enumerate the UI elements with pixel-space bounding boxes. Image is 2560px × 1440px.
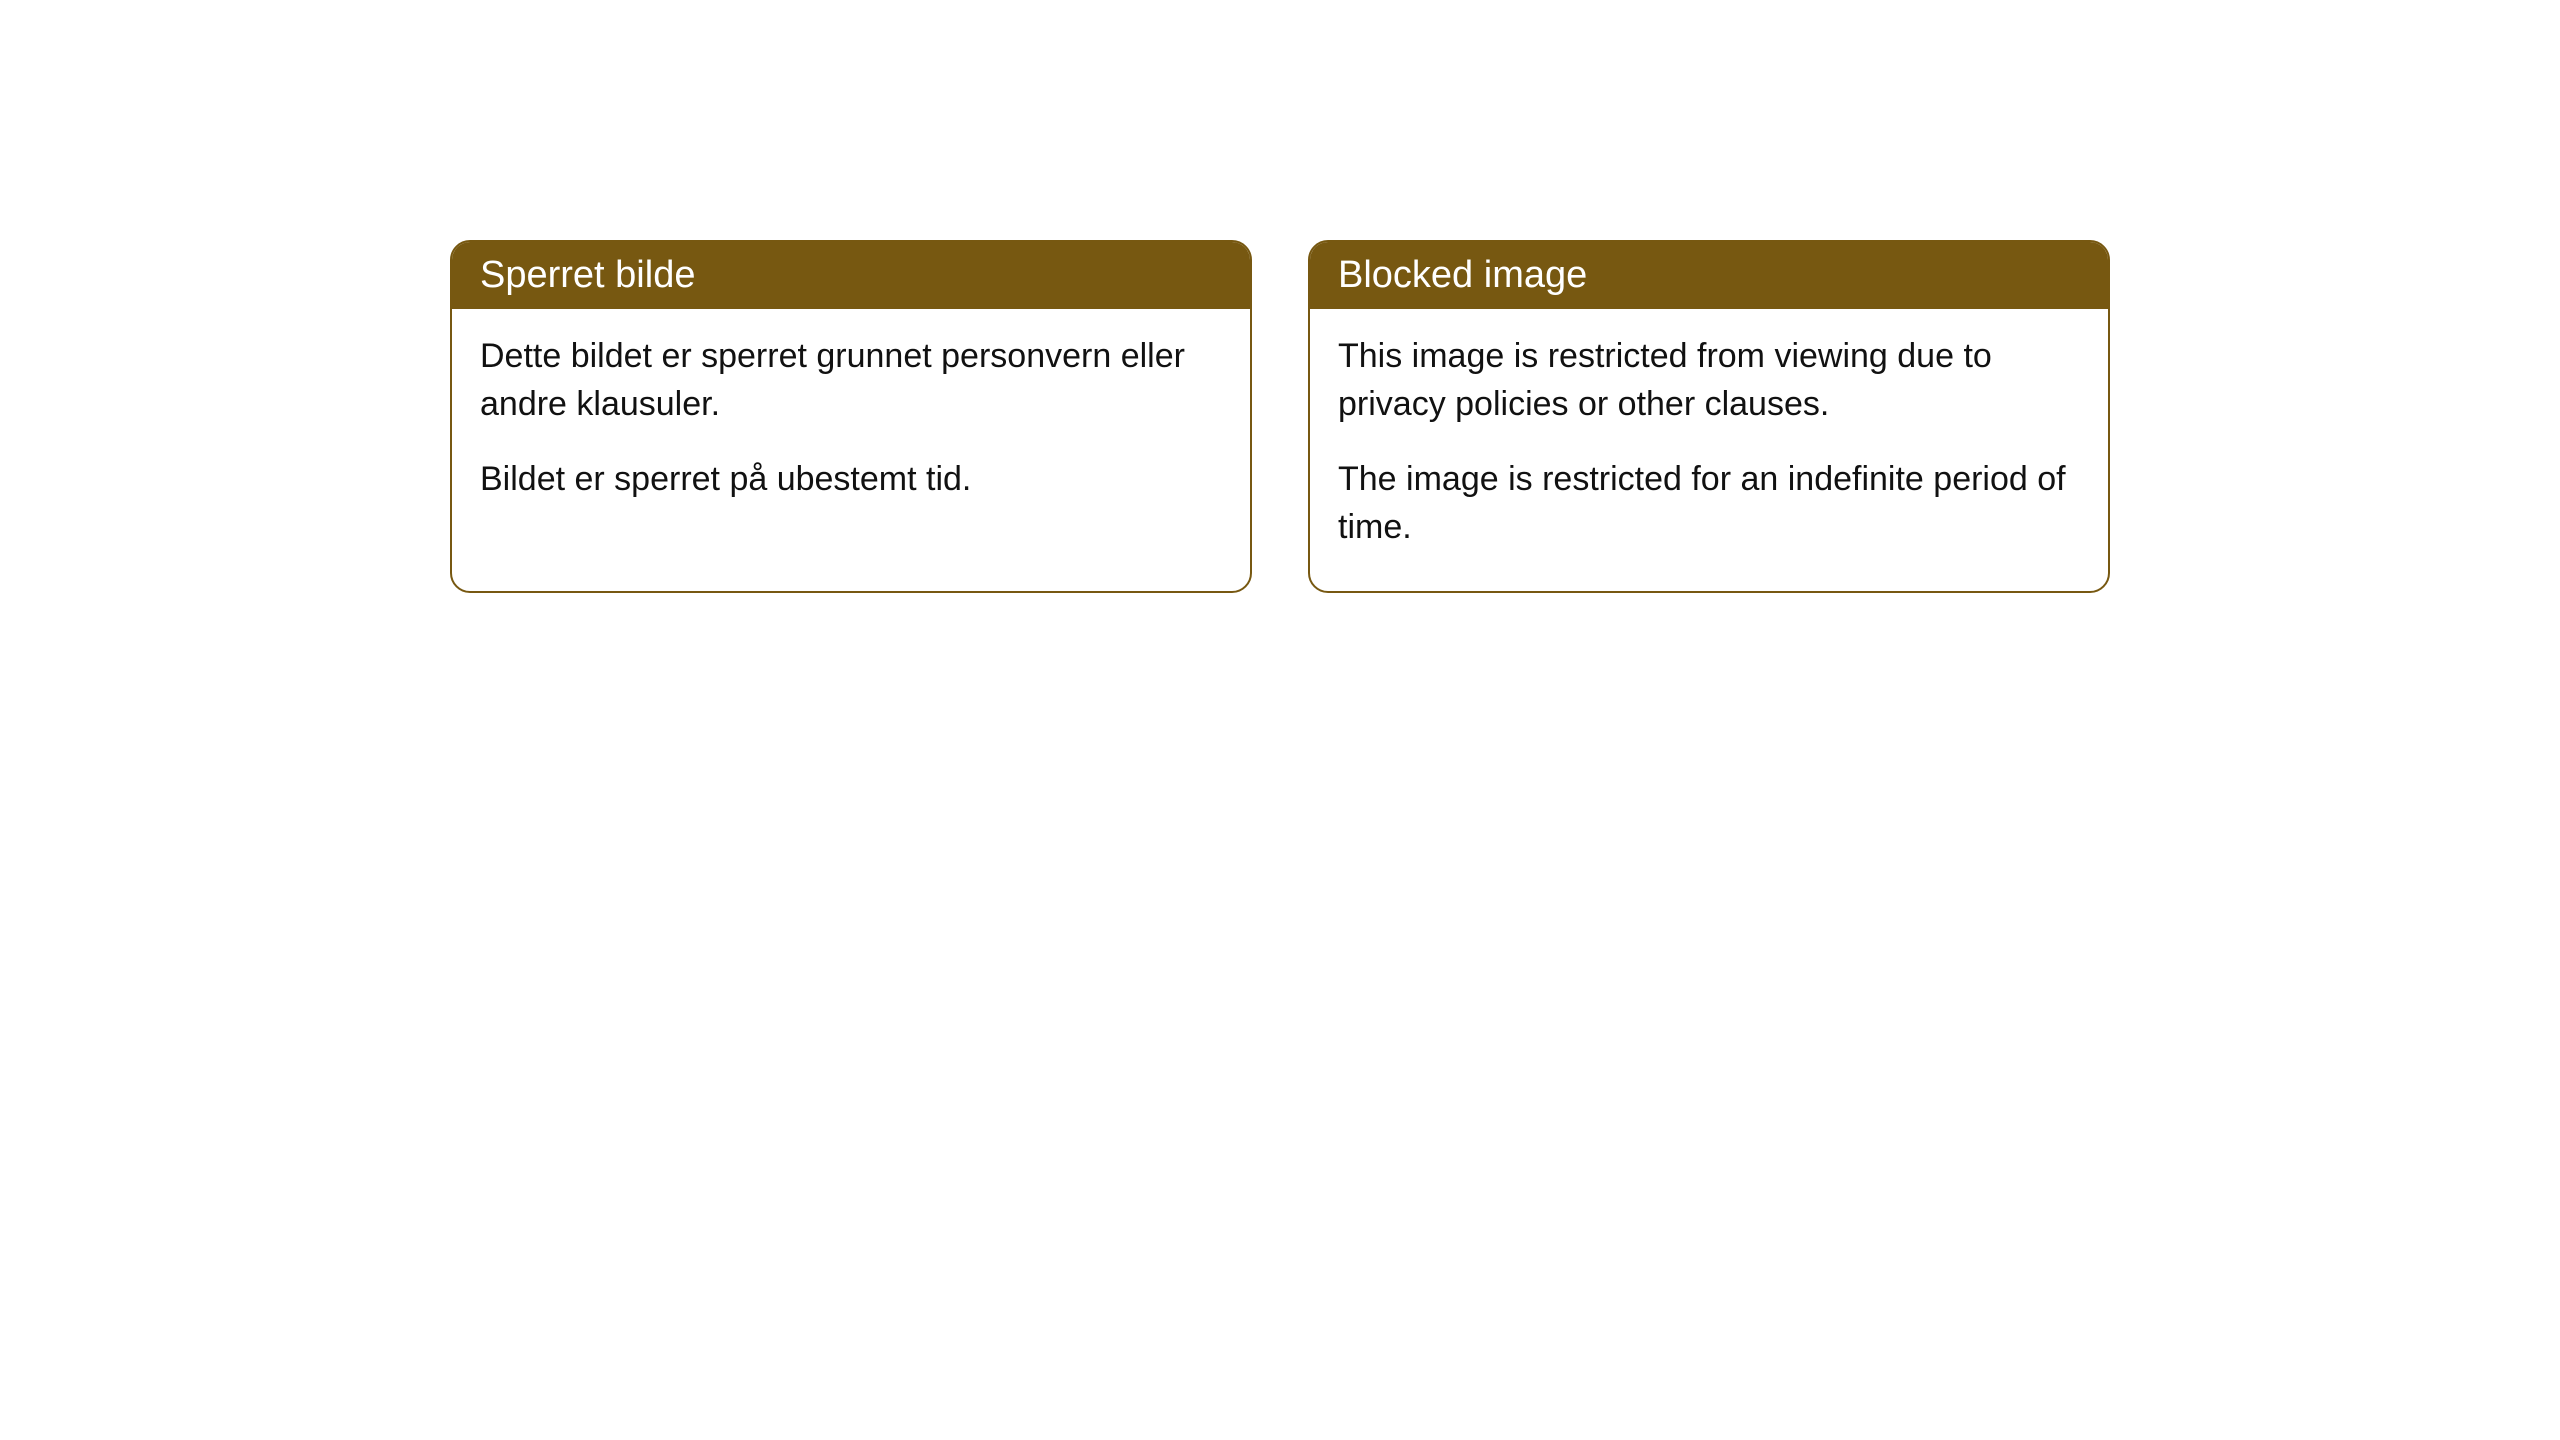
card-paragraph: Bildet er sperret på ubestemt tid. [480, 456, 1222, 504]
card-header-norwegian: Sperret bilde [452, 242, 1250, 309]
card-body-norwegian: Dette bildet er sperret grunnet personve… [452, 309, 1250, 544]
card-header-english: Blocked image [1310, 242, 2108, 309]
card-norwegian: Sperret bilde Dette bildet er sperret gr… [450, 240, 1252, 593]
card-paragraph: This image is restricted from viewing du… [1338, 333, 2080, 428]
card-english: Blocked image This image is restricted f… [1308, 240, 2110, 593]
card-paragraph: The image is restricted for an indefinit… [1338, 456, 2080, 551]
card-paragraph: Dette bildet er sperret grunnet personve… [480, 333, 1222, 428]
card-title: Sperret bilde [480, 254, 695, 296]
card-body-english: This image is restricted from viewing du… [1310, 309, 2108, 591]
card-title: Blocked image [1338, 254, 1587, 296]
cards-container: Sperret bilde Dette bildet er sperret gr… [450, 240, 2110, 593]
